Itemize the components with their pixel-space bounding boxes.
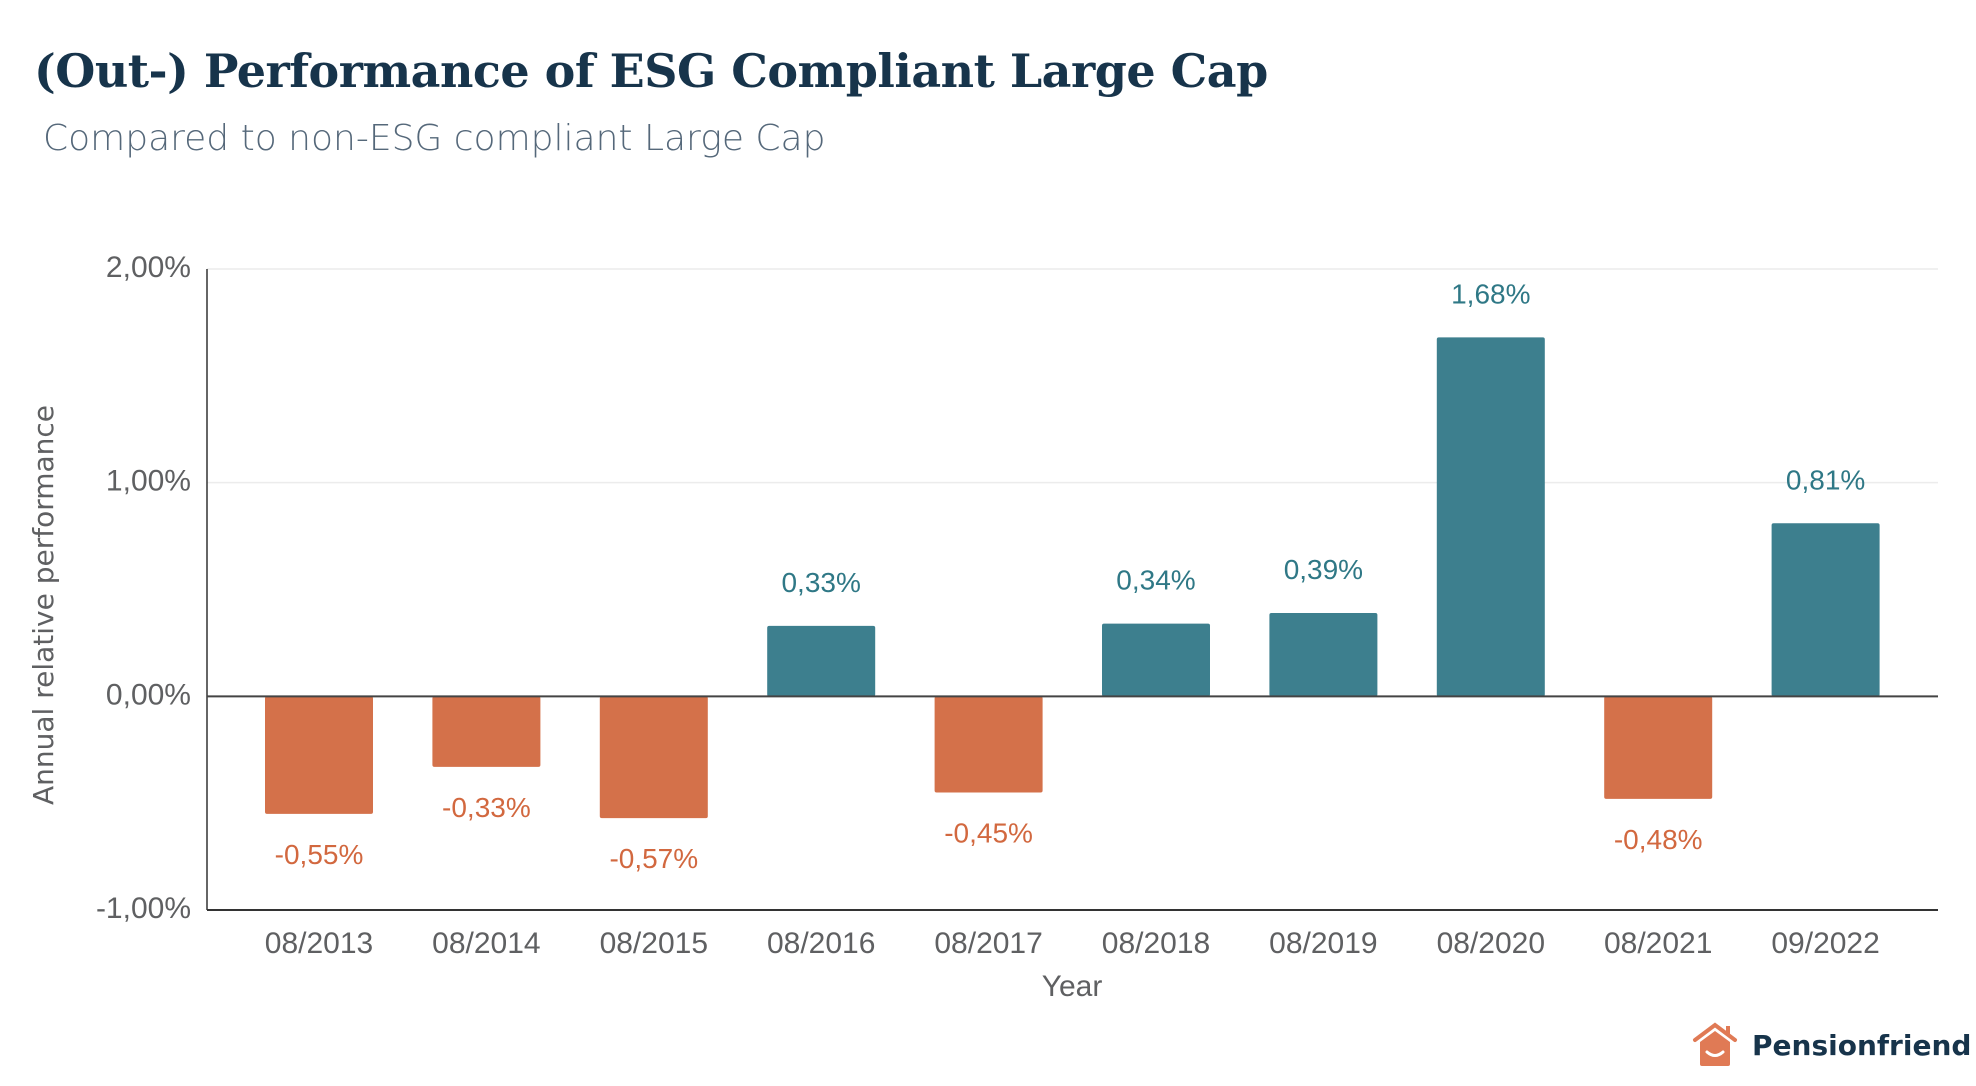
x-tick-label: 08/2019 — [1269, 927, 1377, 960]
y-tick-label: -1,00% — [96, 892, 191, 925]
bar-08-2014 — [432, 696, 541, 767]
bar-08-2020 — [1436, 337, 1545, 697]
data-label: 1,68% — [1451, 278, 1530, 309]
bar-08-2013 — [265, 696, 373, 814]
x-tick-label: 08/2014 — [432, 927, 540, 960]
data-label: 0,81% — [1786, 464, 1865, 495]
logo-text: Pensionfriend — [1752, 1028, 1972, 1062]
y-tick-label: 1,00% — [106, 465, 191, 498]
y-tick-label: 0,00% — [106, 678, 191, 711]
bar-08-2015 — [599, 696, 708, 819]
data-label: -0,55% — [275, 839, 364, 870]
y-tick-label: 2,00% — [106, 251, 191, 284]
bar-08-2019 — [1269, 613, 1378, 697]
pensionfriend-logo: Pensionfriend — [1692, 1022, 1971, 1068]
x-tick-label: 08/2020 — [1437, 927, 1545, 960]
x-tick-label: 08/2013 — [265, 927, 373, 960]
bar-08-2016 — [767, 625, 876, 697]
data-label: -0,33% — [442, 792, 531, 823]
x-tick-label: 08/2017 — [934, 927, 1042, 960]
x-axis-label: Year — [1042, 970, 1103, 1003]
y-axis-label: Annual relative performance — [27, 405, 60, 805]
bar-08-2017 — [934, 696, 1043, 793]
data-label: -0,57% — [609, 843, 698, 874]
chart-subtitle: Compared to non-ESG compliant Large Cap — [43, 118, 826, 159]
x-tick-label: 09/2022 — [1771, 927, 1879, 960]
x-tick-label: 08/2015 — [600, 927, 708, 960]
house-smile-icon — [1693, 1022, 1737, 1066]
bar-08-2021 — [1604, 696, 1713, 799]
x-tick-label: 08/2018 — [1102, 927, 1210, 960]
chart-title: (Out-) Performance of ESG Compliant Larg… — [34, 44, 1268, 98]
x-tick-label: 08/2021 — [1604, 927, 1712, 960]
data-label: -0,45% — [944, 817, 1033, 848]
data-label: 0,39% — [1284, 554, 1363, 585]
x-tick-label: 08/2016 — [767, 927, 875, 960]
data-label: 0,33% — [781, 567, 860, 598]
bar-08-2018 — [1102, 623, 1210, 697]
data-label: -0,48% — [1614, 824, 1703, 855]
data-label: 0,34% — [1116, 565, 1195, 596]
bar-09-2022 — [1771, 523, 1880, 697]
